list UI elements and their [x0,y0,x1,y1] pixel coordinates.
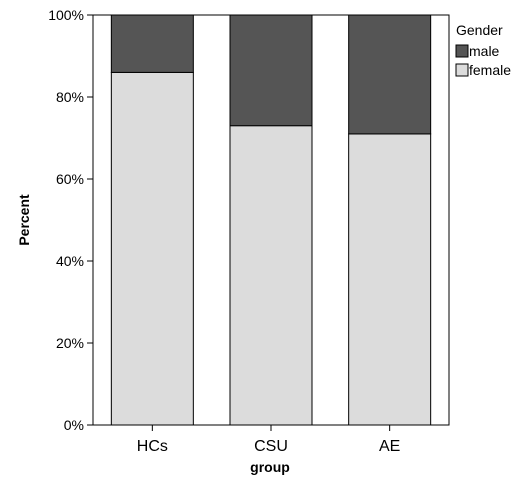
y-tick-label: 40% [56,253,84,269]
bar-hcs-female [110,71,194,426]
plot-area [92,14,450,426]
legend-items: male female [455,43,511,78]
x-axis-title: group [250,459,290,475]
y-tick-label: 20% [56,335,84,351]
bar-csu-female [229,125,313,426]
legend: Gender male female [455,22,511,78]
legend-swatch-male [455,44,469,58]
y-tick-label: 60% [56,171,84,187]
y-axis-title: Percent [16,194,32,246]
legend-swatch-female [455,63,469,77]
bar-ae-female [348,133,432,426]
bar-csu-male [229,14,313,127]
x-axis: HCs CSU AE [137,425,400,455]
y-tick-label: 0% [64,417,84,433]
y-tick-label: 100% [48,7,84,23]
x-tick-label: HCs [137,438,168,455]
y-tick-label: 80% [56,89,84,105]
legend-title: Gender [456,22,503,38]
bars [110,14,432,426]
x-tick-label: CSU [254,438,288,455]
x-tick-label: AE [379,438,400,455]
y-axis: 0% 20% 40% 60% 80% 100% [48,7,93,433]
legend-label-female: female [469,62,511,78]
bar-ae-male [348,14,432,135]
legend-label-male: male [469,43,500,59]
bar-hcs-male [110,14,194,73]
